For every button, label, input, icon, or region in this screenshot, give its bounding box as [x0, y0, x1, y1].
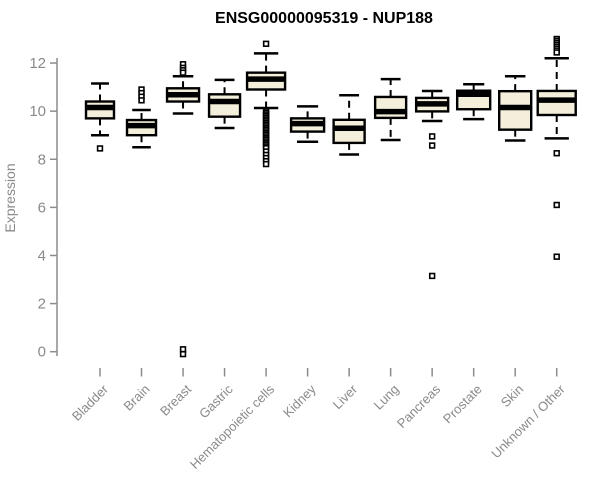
- outlier-point: [553, 150, 560, 157]
- outlier-point: [428, 272, 436, 280]
- y-tick-label: 8: [38, 151, 46, 168]
- outlier-point: [138, 97, 145, 104]
- x-category-label: Lung: [371, 382, 402, 413]
- y-tick-label: 4: [38, 247, 46, 264]
- y-axis-title: Expression: [2, 163, 18, 232]
- outlier-point: [262, 160, 270, 168]
- y-tick-label: 0: [38, 344, 46, 361]
- box-pancreas: [414, 89, 450, 280]
- box-bladder: [84, 82, 116, 152]
- y-tick-label: 2: [38, 296, 46, 313]
- box-hematopoietic-cells: [245, 40, 287, 168]
- iqr-box: [373, 95, 408, 120]
- box-unknown-other: [536, 35, 577, 260]
- x-category-label: Prostate: [440, 382, 485, 427]
- y-tick-label: 6: [38, 199, 46, 216]
- x-category-label: Liver: [330, 381, 361, 412]
- box-liver: [332, 94, 366, 156]
- x-category-label: Unknown / Other: [488, 381, 568, 461]
- outlier-point: [96, 145, 104, 152]
- x-category-label: Brain: [121, 382, 153, 414]
- outlier-point: [553, 253, 560, 260]
- iqr-box: [536, 89, 577, 117]
- x-category-label: Kidney: [280, 381, 319, 420]
- y-axis: 0 2 4 6 8 10 12: [29, 55, 58, 361]
- y-tick-label: 10: [29, 103, 46, 120]
- box-breast: [165, 61, 201, 358]
- boxes-layer: [84, 35, 577, 358]
- outlier-point: [179, 350, 187, 358]
- box-kidney: [289, 105, 326, 143]
- box-skin: [498, 75, 533, 142]
- iqr-box: [498, 89, 533, 131]
- iqr-box: [332, 118, 366, 145]
- outlier-point: [553, 201, 560, 209]
- x-category-label: Breast: [157, 381, 194, 418]
- box-gastric: [207, 78, 242, 130]
- outlier-point: [428, 133, 436, 140]
- outlier-point: [553, 49, 560, 56]
- x-category-label: Bladder: [69, 381, 112, 424]
- outlier-point: [262, 40, 270, 47]
- box-lung: [373, 77, 408, 142]
- outlier-point: [179, 69, 187, 76]
- box-brain: [125, 86, 158, 149]
- x-category-label: Gastric: [196, 381, 236, 421]
- box-prostate: [455, 82, 492, 121]
- chart-title: ENSG00000095319 - NUP188: [215, 10, 433, 27]
- y-tick-label: 12: [29, 55, 46, 72]
- x-category-label: Pancreas: [394, 381, 444, 431]
- outlier-point: [428, 142, 436, 149]
- iqr-box: [207, 93, 242, 118]
- x-category-label: Skin: [498, 382, 526, 410]
